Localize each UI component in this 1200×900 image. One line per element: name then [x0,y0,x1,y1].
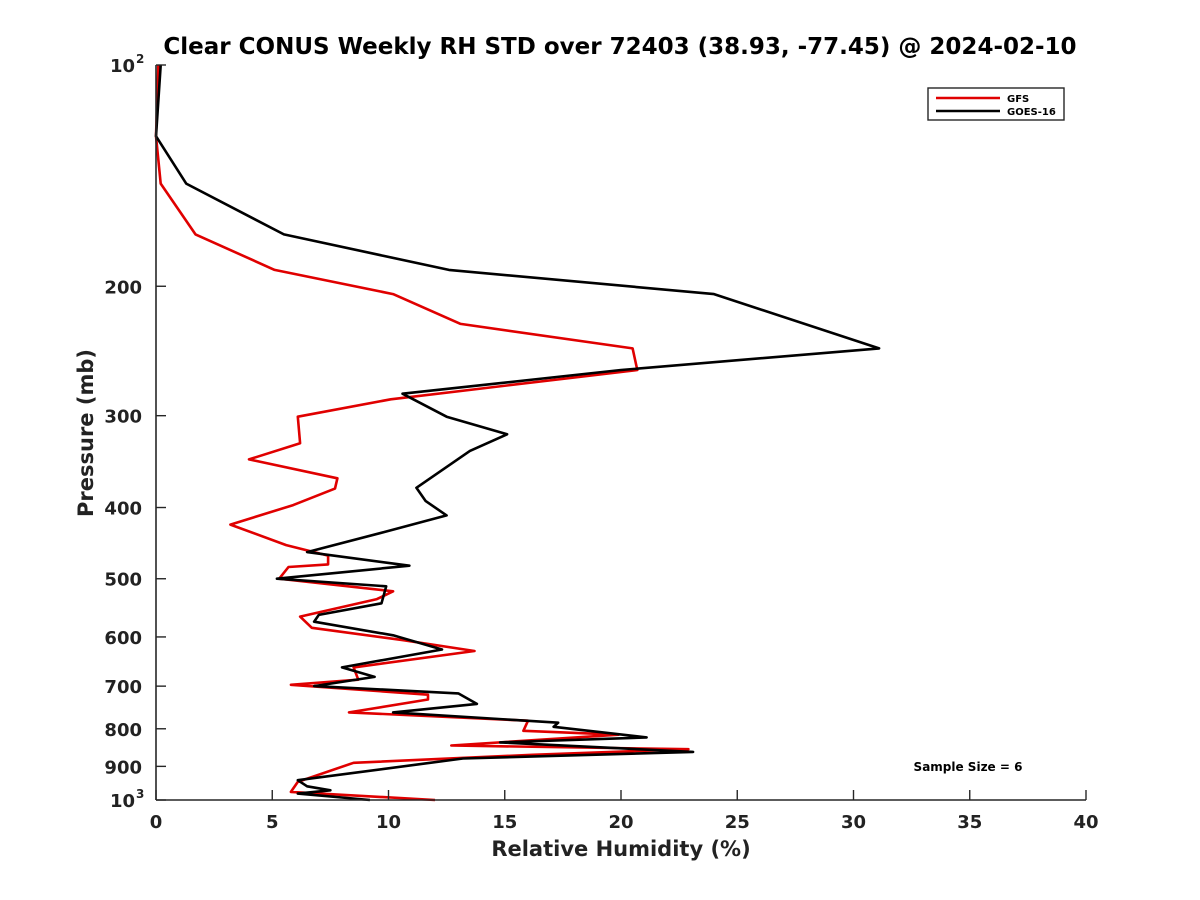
x-axis-label: Relative Humidity (%) [491,837,750,861]
y-axis-label: Pressure (mb) [74,349,98,517]
x-tick-label: 20 [608,812,633,833]
series-line-goes-16 [154,64,881,802]
chart-title: Clear CONUS Weekly RH STD over 72403 (38… [163,34,1076,60]
x-tick-label: 5 [266,812,279,833]
y-tick-label: 300 [104,407,142,428]
sample-size-note: Sample Size = 6 [914,760,1023,774]
y-tick-label: 600 [104,628,142,649]
y-tick-label: 800 [104,720,142,741]
y-tick-label: 10 [110,791,135,812]
y-tick-exponent: 2 [136,52,144,66]
legend: GFS GOES-16 [927,87,1065,121]
y-tick-label: 10 [110,56,135,77]
x-tick-label: 25 [725,812,750,833]
x-tick-label: 15 [492,812,517,833]
y-tick-label: 700 [104,677,142,698]
x-axis-ticks: 0 5 10 15 20 25 30 35 40 [150,790,1099,833]
x-tick-label: 35 [957,812,982,833]
x-tick-label: 0 [150,812,163,833]
y-tick-label: 500 [104,570,142,591]
plot-area [156,65,1086,800]
y-tick-label: 900 [104,757,142,778]
y-tick-label: 400 [104,499,142,520]
legend-label: GFS [1007,94,1029,105]
legend-label: GOES-16 [1007,107,1056,118]
x-tick-label: 40 [1073,812,1098,833]
legend-box [927,87,1065,121]
y-tick-exponent: 3 [136,787,144,801]
series-line-gfs [154,64,690,802]
y-tick-label: 200 [104,277,142,298]
x-tick-label: 10 [376,812,401,833]
series-layer [154,64,881,802]
x-tick-label: 30 [841,812,866,833]
